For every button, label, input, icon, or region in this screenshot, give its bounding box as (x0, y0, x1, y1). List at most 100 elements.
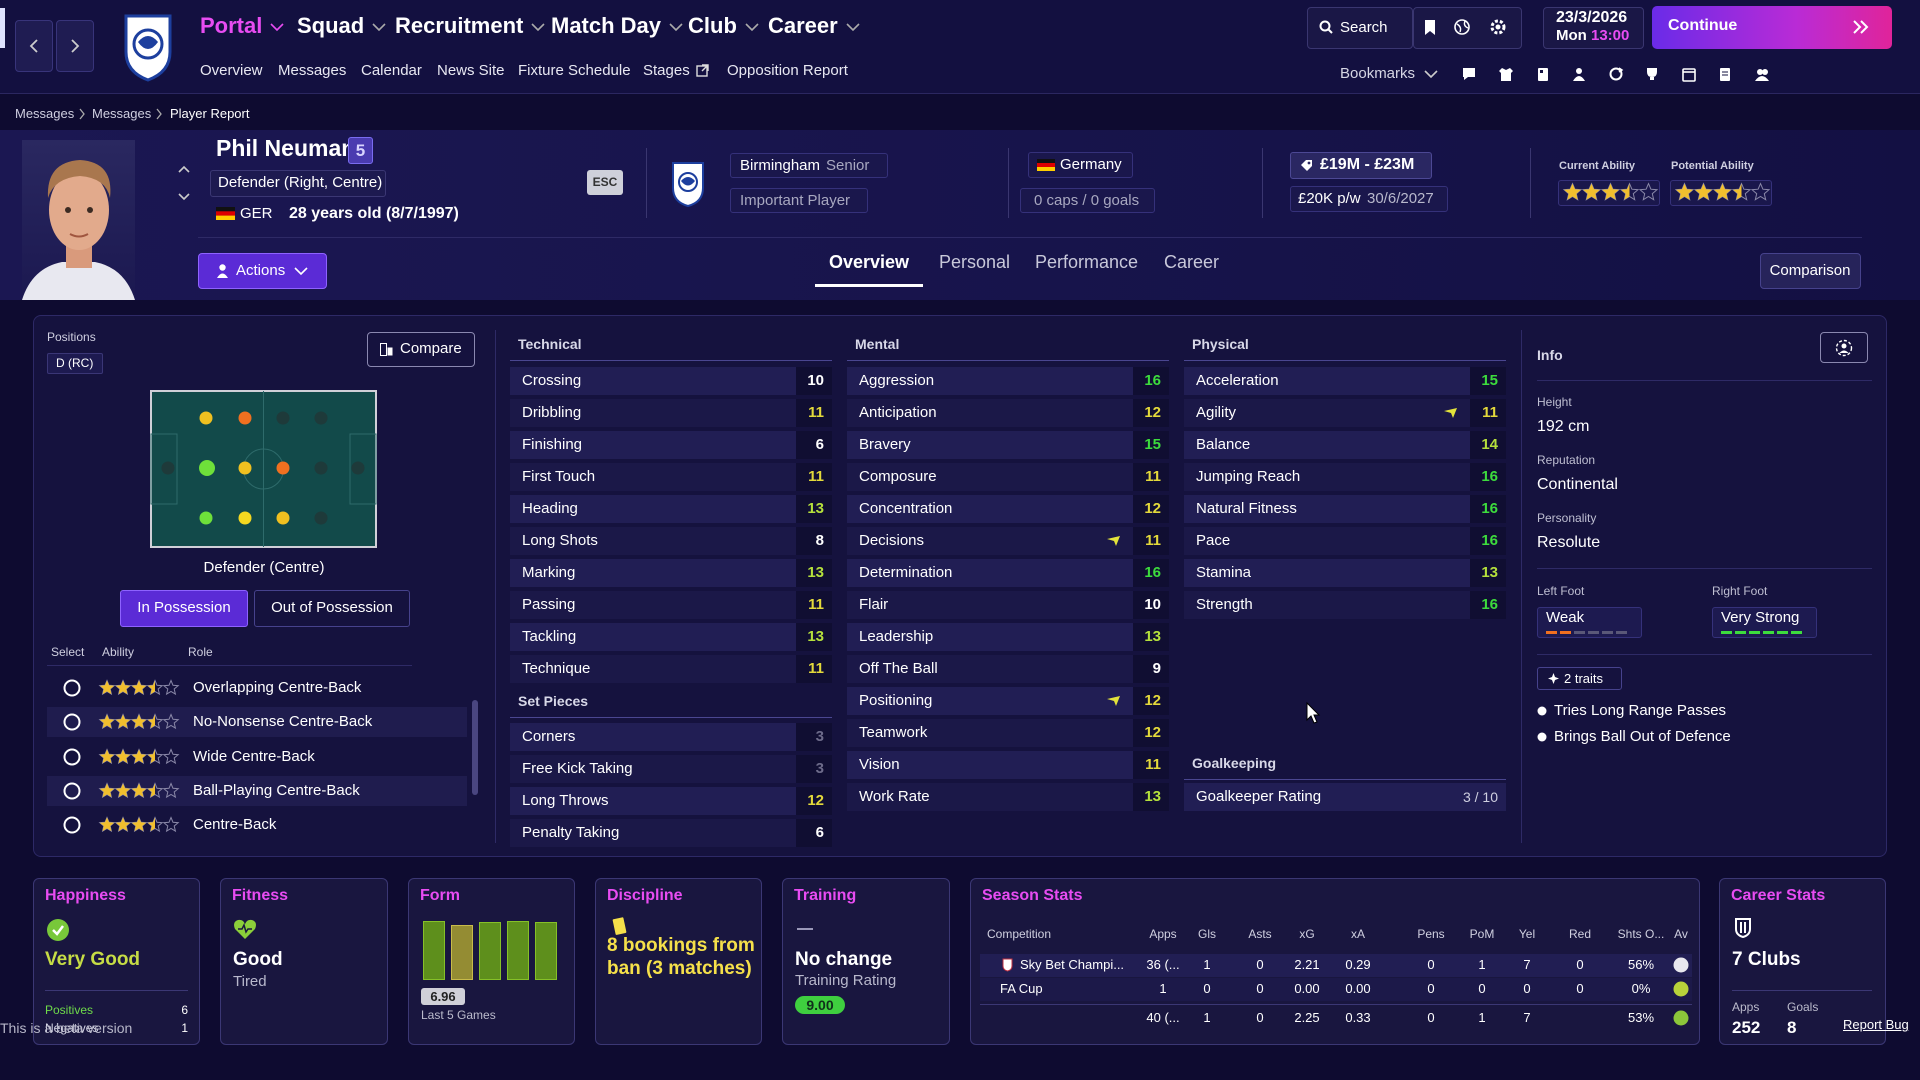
attribute-value: 12 (1144, 692, 1161, 709)
icon-shape (69, 233, 89, 238)
divider (495, 330, 496, 843)
table-cell: 36 (... (1146, 957, 1180, 973)
attribute-value: 15 (1144, 436, 1161, 453)
table-cell: 40 (... (1146, 1010, 1180, 1026)
external-icon (696, 64, 709, 77)
table-cell: 0 (1427, 957, 1435, 973)
icon-shape (238, 922, 252, 934)
radio[interactable] (63, 748, 81, 766)
attribute-name: Leadership (859, 628, 934, 645)
table-header: Gls (1198, 926, 1216, 941)
icon-shape (1682, 68, 1696, 82)
player-number: 5 (348, 137, 373, 164)
attribute-row (510, 495, 832, 523)
value-cell (796, 787, 832, 815)
icon-shape (216, 207, 235, 212)
radio[interactable] (63, 713, 81, 731)
chevron (1424, 70, 1438, 79)
sub-nav-item[interactable]: News Site (437, 62, 505, 79)
icon-shape (63, 679, 81, 697)
icon-shape (146, 816, 164, 833)
tab[interactable]: Performance (1035, 252, 1139, 273)
sub-nav-item[interactable]: Overview (200, 62, 263, 79)
foot-bar (1588, 631, 1599, 634)
toggle-button[interactable] (120, 590, 248, 627)
icon-shape (219, 264, 226, 271)
nav-item[interactable]: Club (688, 12, 737, 38)
back-button[interactable] (15, 20, 53, 72)
continue-button[interactable] (1652, 6, 1892, 49)
sub-nav-item[interactable]: Calendar (361, 62, 422, 79)
bookmark-icon (1425, 20, 1435, 35)
attribute-row (510, 431, 832, 459)
role-row-bg (47, 707, 467, 738)
search-button[interactable] (1307, 7, 1413, 49)
nav-item[interactable]: Portal (200, 12, 263, 38)
icon-shape (146, 782, 164, 799)
value-cell (1133, 559, 1169, 587)
icon-shape (276, 461, 290, 475)
toggle-button[interactable] (254, 590, 410, 627)
attribute-name: Off The Ball (859, 660, 938, 677)
chevron (745, 23, 759, 32)
star-rating (1674, 182, 1771, 201)
icon-shape (146, 713, 164, 730)
icon-shape (1540, 70, 1543, 73)
nav-item[interactable]: Career (768, 12, 838, 38)
comparison-button[interactable] (1760, 253, 1861, 289)
nav-item[interactable]: Recruitment (395, 12, 524, 38)
card-title: Discipline (607, 887, 683, 905)
attribute-row (1184, 783, 1506, 811)
icon-shape (115, 680, 131, 695)
foot-bar (1574, 631, 1585, 634)
sub-nav-item[interactable]: Fixture Schedule (518, 62, 631, 79)
attribute-row (847, 591, 1169, 619)
attribute-name: Work Rate (859, 788, 930, 805)
sub-nav-item[interactable]: Messages (278, 62, 347, 79)
attribute-name: Acceleration (1196, 372, 1279, 389)
icon-shape (115, 783, 131, 797)
attribute-row (847, 431, 1169, 459)
table-cell: 2.25 (1294, 1010, 1320, 1026)
icon-shape (98, 816, 116, 833)
form-bar (507, 920, 529, 980)
compare-button[interactable] (367, 332, 475, 367)
tab[interactable]: Career (1164, 252, 1220, 273)
tab[interactable]: Overview (829, 252, 910, 273)
attribute-value: 9 (1152, 660, 1161, 677)
attribute-value: 11 (808, 660, 824, 677)
info-button[interactable] (1820, 332, 1868, 363)
radio[interactable] (63, 679, 81, 697)
icon-shape (99, 680, 115, 695)
actions-button[interactable] (198, 253, 327, 289)
icon-shape (115, 714, 131, 729)
nav-item[interactable]: Squad (297, 12, 365, 38)
attribute-row (510, 463, 832, 491)
bookmark-tool (1755, 69, 1769, 81)
club-logo (124, 14, 172, 82)
icon-shape (147, 714, 155, 729)
icon-shape (99, 749, 115, 763)
chevron (846, 23, 860, 32)
sub-nav-item[interactable]: Opposition Report (727, 62, 848, 79)
attribute-value: 16 (1481, 468, 1498, 485)
radio[interactable] (63, 816, 81, 834)
icon-shape (1495, 24, 1501, 30)
tab[interactable]: Personal (939, 252, 1011, 273)
icon-shape (87, 207, 93, 213)
icon-shape (1573, 76, 1585, 81)
player-photo (22, 140, 135, 300)
icon-shape (1424, 70, 1438, 79)
report-bug[interactable]: Report Bug (1843, 1017, 1909, 1033)
forward-button[interactable] (56, 20, 94, 72)
attribute-value: 11 (808, 404, 824, 421)
radio[interactable] (63, 782, 81, 800)
nav-item[interactable]: Match Day (551, 12, 662, 38)
position-dot (276, 411, 290, 425)
table-cell: 0 (1576, 957, 1584, 973)
icon-shape (1757, 69, 1763, 75)
sub-nav-item[interactable]: Stages (643, 62, 690, 79)
icon-shape (1673, 1010, 1689, 1026)
attribute-row (1184, 527, 1506, 555)
info-label: Right Foot (1712, 583, 1768, 598)
